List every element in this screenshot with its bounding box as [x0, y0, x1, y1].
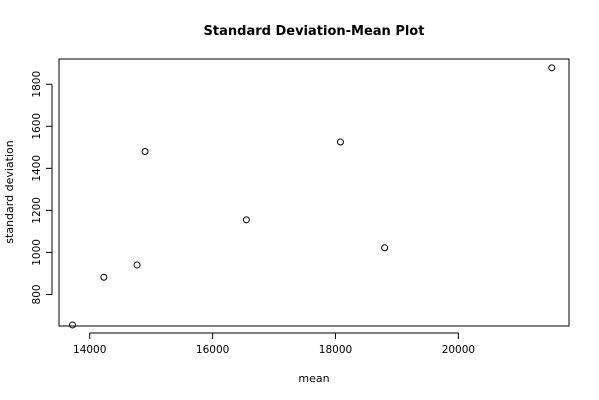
x-tick-label: 16000 [196, 344, 229, 356]
chart-title: Standard Deviation-Mean Plot [204, 24, 425, 39]
y-tick-label: 1400 [31, 155, 43, 182]
data-point [133, 261, 141, 269]
x-tick-label: 14000 [73, 344, 106, 356]
data-point [69, 321, 77, 329]
data-point [242, 216, 250, 224]
y-tick-label: 800 [31, 284, 43, 304]
x-axis-label: mean [298, 372, 329, 385]
y-axis: 800 1000 1200 1400 1600 1800 [31, 71, 53, 304]
x-tick-label: 20000 [442, 344, 475, 356]
y-tick-label: 1800 [31, 71, 43, 98]
plot-frame [58, 58, 570, 327]
data-point [141, 148, 149, 156]
y-tick-label: 1200 [31, 197, 43, 224]
data-point [381, 244, 389, 252]
y-tick-label: 1600 [31, 113, 43, 140]
data-point [100, 273, 108, 281]
x-tick-label: 18000 [319, 344, 352, 356]
data-points [69, 64, 556, 329]
y-tick-label: 1000 [31, 239, 43, 266]
x-axis: 14000 16000 18000 20000 [73, 332, 475, 356]
data-point [336, 138, 344, 146]
data-point [548, 64, 556, 72]
y-axis-label: standard deviation [3, 140, 16, 243]
